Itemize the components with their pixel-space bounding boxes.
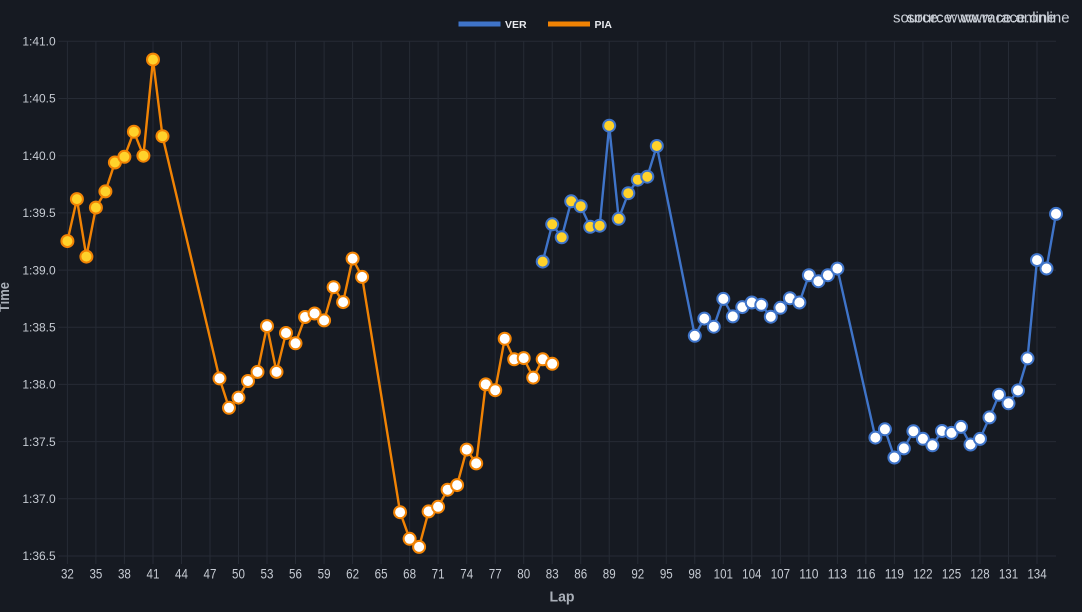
svg-text:68: 68 bbox=[403, 567, 416, 582]
svg-text:122: 122 bbox=[913, 567, 932, 582]
svg-text:104: 104 bbox=[742, 567, 762, 582]
svg-text:1:39.0: 1:39.0 bbox=[22, 263, 56, 277]
svg-text:77: 77 bbox=[489, 567, 502, 582]
svg-text:110: 110 bbox=[799, 567, 818, 582]
svg-text:80: 80 bbox=[517, 567, 530, 582]
svg-text:134: 134 bbox=[1027, 567, 1047, 582]
svg-text:50: 50 bbox=[232, 567, 245, 582]
svg-text:62: 62 bbox=[346, 567, 359, 582]
svg-text:1:37.5: 1:37.5 bbox=[22, 435, 56, 449]
svg-text:98: 98 bbox=[688, 567, 701, 582]
svg-text:47: 47 bbox=[204, 567, 217, 582]
svg-text:74: 74 bbox=[460, 567, 473, 582]
svg-text:source: www.race.online: source: www.race.online bbox=[893, 10, 1056, 27]
svg-text:101: 101 bbox=[714, 567, 733, 582]
svg-text:113: 113 bbox=[828, 567, 847, 582]
svg-text:1:36.5: 1:36.5 bbox=[22, 549, 56, 563]
svg-text:59: 59 bbox=[318, 567, 331, 582]
svg-text:71: 71 bbox=[432, 567, 445, 582]
svg-text:125: 125 bbox=[942, 567, 961, 582]
svg-text:107: 107 bbox=[771, 567, 790, 582]
svg-text:131: 131 bbox=[999, 567, 1018, 582]
svg-text:86: 86 bbox=[574, 567, 587, 582]
svg-text:65: 65 bbox=[375, 567, 388, 582]
svg-text:1:41.0: 1:41.0 bbox=[22, 35, 56, 49]
svg-text:1:38.0: 1:38.0 bbox=[22, 378, 56, 392]
svg-text:41: 41 bbox=[147, 567, 160, 582]
svg-text:119: 119 bbox=[885, 567, 904, 582]
svg-text:1:40.5: 1:40.5 bbox=[22, 92, 56, 106]
svg-text:38: 38 bbox=[118, 567, 131, 582]
svg-text:Time: Time bbox=[0, 282, 13, 312]
svg-text:44: 44 bbox=[175, 567, 188, 582]
svg-text:32: 32 bbox=[61, 567, 74, 582]
svg-text:1:39.5: 1:39.5 bbox=[22, 206, 56, 220]
svg-text:95: 95 bbox=[660, 567, 673, 582]
svg-text:92: 92 bbox=[631, 567, 644, 582]
svg-text:1:38.5: 1:38.5 bbox=[22, 320, 56, 334]
svg-text:116: 116 bbox=[856, 567, 875, 582]
svg-text:Lap: Lap bbox=[550, 589, 575, 606]
svg-text:128: 128 bbox=[970, 567, 989, 582]
svg-text:1:40.0: 1:40.0 bbox=[22, 149, 56, 163]
svg-text:VER: VER bbox=[505, 19, 527, 31]
svg-text:1:37.0: 1:37.0 bbox=[22, 492, 56, 506]
svg-text:89: 89 bbox=[603, 567, 616, 582]
svg-text:53: 53 bbox=[261, 567, 274, 582]
svg-text:35: 35 bbox=[89, 567, 102, 582]
svg-text:56: 56 bbox=[289, 567, 302, 582]
svg-text:83: 83 bbox=[546, 567, 559, 582]
svg-text:PIA: PIA bbox=[595, 19, 613, 31]
svg-text:source: www.race.online: source: www.race.online bbox=[907, 10, 1070, 27]
